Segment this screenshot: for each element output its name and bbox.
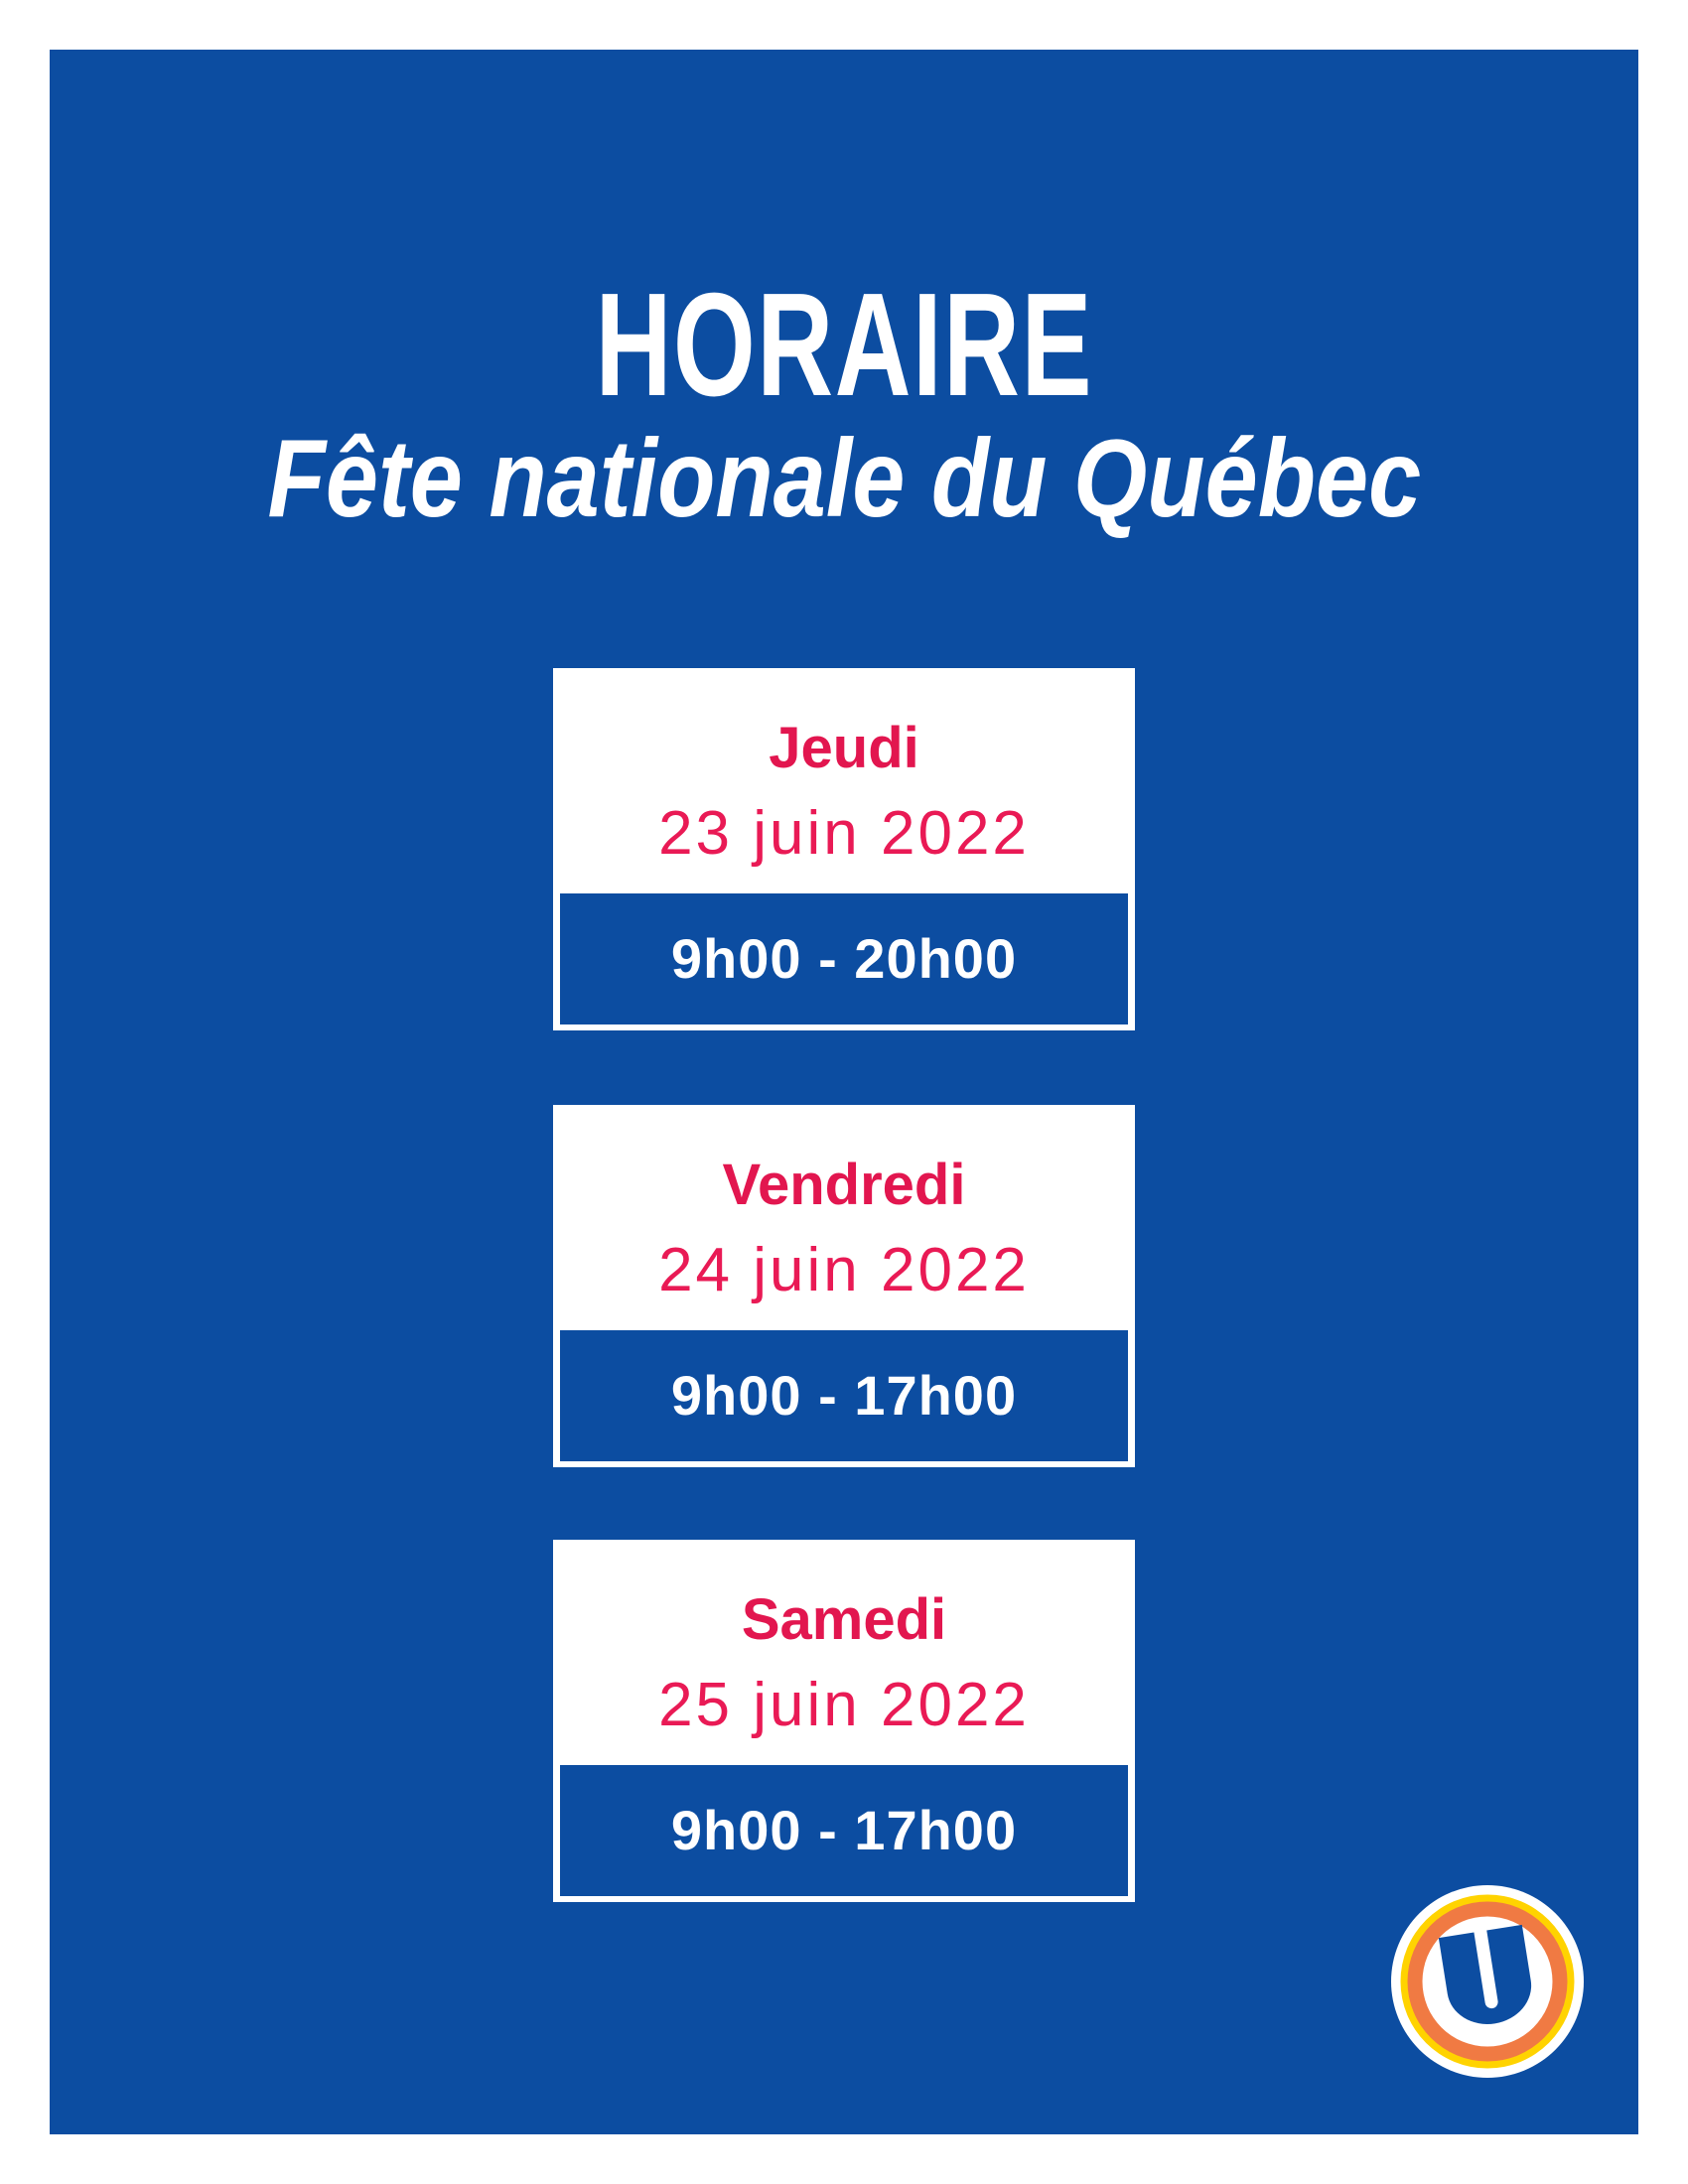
date-label: 24 juin 2022 xyxy=(658,1236,1030,1304)
schedule-card-vendredi: Vendredi 24 juin 2022 9h00 - 17h00 xyxy=(553,1105,1135,1467)
page-title-text: HORAIRE xyxy=(595,263,1093,427)
uniprix-logo xyxy=(1391,1885,1584,2078)
hours-bar: 9h00 - 17h00 xyxy=(560,1765,1128,1896)
poster-subtitle-text: Fête nationale du Québec xyxy=(267,417,1421,540)
day-label: Jeudi xyxy=(769,716,919,780)
poster-background: HORAIRE Fête nationale du Québec Jeudi 2… xyxy=(50,50,1638,2134)
hours-label: 9h00 - 17h00 xyxy=(670,1799,1018,1861)
day-label: Vendredi xyxy=(722,1153,966,1217)
schedule-card-jeudi: Jeudi 23 juin 2022 9h00 - 20h00 xyxy=(553,668,1135,1030)
hours-label: 9h00 - 17h00 xyxy=(670,1364,1018,1427)
date-label: 25 juin 2022 xyxy=(658,1671,1030,1739)
page-title: HORAIRE xyxy=(50,272,1638,419)
uniprix-u-logo-graphic xyxy=(1391,1885,1584,2078)
hours-label: 9h00 - 20h00 xyxy=(670,927,1018,990)
date-label: 23 juin 2022 xyxy=(658,799,1030,868)
hours-bar: 9h00 - 20h00 xyxy=(560,893,1128,1024)
hours-bar: 9h00 - 17h00 xyxy=(560,1330,1128,1461)
day-label: Samedi xyxy=(741,1587,947,1652)
schedule-card-samedi: Samedi 25 juin 2022 9h00 - 17h00 xyxy=(553,1540,1135,1902)
poster-subtitle: Fête nationale du Québec xyxy=(50,424,1638,534)
